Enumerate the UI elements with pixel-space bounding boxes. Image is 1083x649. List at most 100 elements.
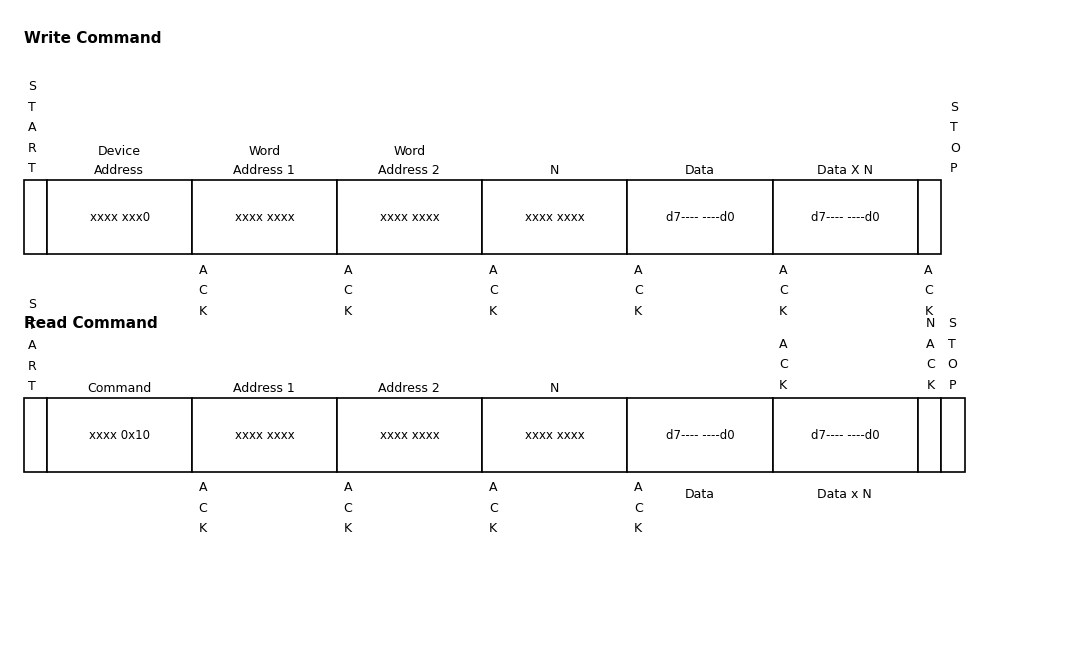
Text: A: A <box>779 263 787 276</box>
Bar <box>772 398 917 472</box>
Text: K: K <box>490 522 497 535</box>
Bar <box>337 398 482 472</box>
Text: N: N <box>926 317 936 330</box>
Text: Data X N: Data X N <box>817 164 873 177</box>
Text: K: K <box>635 304 642 317</box>
Text: T: T <box>28 101 36 114</box>
Text: xxxx xxxx: xxxx xxxx <box>380 211 440 224</box>
Text: N: N <box>550 382 559 395</box>
Text: C: C <box>343 284 352 297</box>
Text: Address: Address <box>94 164 144 177</box>
Text: T: T <box>950 121 957 134</box>
Text: Address 1: Address 1 <box>233 164 295 177</box>
Text: C: C <box>198 284 207 297</box>
Text: A: A <box>343 482 352 495</box>
Text: xxxx xxxx: xxxx xxxx <box>525 428 585 441</box>
Text: S: S <box>950 101 957 114</box>
Text: K: K <box>780 304 787 317</box>
Text: A: A <box>198 263 207 276</box>
Bar <box>24 180 48 254</box>
Text: T: T <box>28 380 36 393</box>
Bar <box>917 180 941 254</box>
Text: Command: Command <box>87 382 152 395</box>
Text: d7---- ----d0: d7---- ----d0 <box>811 428 879 441</box>
Text: xxxx 0x10: xxxx 0x10 <box>89 428 151 441</box>
Bar <box>917 398 941 472</box>
Bar <box>482 398 627 472</box>
Bar <box>24 398 48 472</box>
Text: Address 2: Address 2 <box>378 164 440 177</box>
Bar <box>941 398 965 472</box>
Text: Data: Data <box>684 488 715 501</box>
Text: C: C <box>634 284 642 297</box>
Text: S: S <box>948 317 956 330</box>
Text: A: A <box>926 337 935 350</box>
Text: T: T <box>28 319 36 332</box>
Text: P: P <box>950 162 957 175</box>
Text: C: C <box>779 358 787 371</box>
Text: O: O <box>950 141 960 154</box>
Bar <box>772 180 917 254</box>
Text: A: A <box>343 263 352 276</box>
Text: Data: Data <box>684 164 715 177</box>
Text: S: S <box>28 80 36 93</box>
Text: K: K <box>490 304 497 317</box>
Text: K: K <box>926 379 935 392</box>
Text: A: A <box>28 121 37 134</box>
Text: C: C <box>634 502 642 515</box>
Text: xxxx xxxx: xxxx xxxx <box>525 211 585 224</box>
Text: A: A <box>488 482 497 495</box>
Text: d7---- ----d0: d7---- ----d0 <box>666 211 734 224</box>
Text: xxxx xxxx: xxxx xxxx <box>380 428 440 441</box>
Text: Device: Device <box>97 145 141 158</box>
Text: C: C <box>924 284 932 297</box>
Text: K: K <box>635 522 642 535</box>
Text: C: C <box>488 502 497 515</box>
Text: Read Command: Read Command <box>24 316 157 331</box>
Bar <box>48 180 193 254</box>
Text: S: S <box>28 298 36 311</box>
Text: C: C <box>198 502 207 515</box>
Text: xxxx xxx0: xxxx xxx0 <box>90 211 149 224</box>
Text: T: T <box>28 162 36 175</box>
Bar <box>337 180 482 254</box>
Text: Data x N: Data x N <box>818 488 872 501</box>
Text: Write Command: Write Command <box>24 31 161 46</box>
Text: K: K <box>924 304 932 317</box>
Bar <box>627 398 772 472</box>
Text: xxxx xxxx: xxxx xxxx <box>235 428 295 441</box>
Text: A: A <box>198 482 207 495</box>
Bar <box>193 180 337 254</box>
Text: R: R <box>28 360 37 373</box>
Text: Word: Word <box>393 145 426 158</box>
Text: A: A <box>28 339 37 352</box>
Text: K: K <box>344 304 352 317</box>
Text: K: K <box>780 379 787 392</box>
Bar <box>627 180 772 254</box>
Bar <box>48 398 193 472</box>
Text: O: O <box>948 358 957 371</box>
Text: R: R <box>28 141 37 154</box>
Text: T: T <box>948 337 956 350</box>
Text: C: C <box>779 284 787 297</box>
Text: xxxx xxxx: xxxx xxxx <box>235 211 295 224</box>
Text: A: A <box>779 337 787 350</box>
Text: Address 2: Address 2 <box>378 382 440 395</box>
Bar <box>482 180 627 254</box>
Bar <box>193 398 337 472</box>
Text: A: A <box>634 482 642 495</box>
Text: C: C <box>488 284 497 297</box>
Text: Word: Word <box>248 145 280 158</box>
Text: A: A <box>924 263 932 276</box>
Text: P: P <box>949 379 956 392</box>
Text: N: N <box>550 164 559 177</box>
Text: Address 1: Address 1 <box>233 382 295 395</box>
Text: d7---- ----d0: d7---- ----d0 <box>811 211 879 224</box>
Text: K: K <box>199 522 207 535</box>
Text: C: C <box>343 502 352 515</box>
Text: A: A <box>634 263 642 276</box>
Text: K: K <box>344 522 352 535</box>
Text: C: C <box>926 358 935 371</box>
Text: A: A <box>488 263 497 276</box>
Text: d7---- ----d0: d7---- ----d0 <box>666 428 734 441</box>
